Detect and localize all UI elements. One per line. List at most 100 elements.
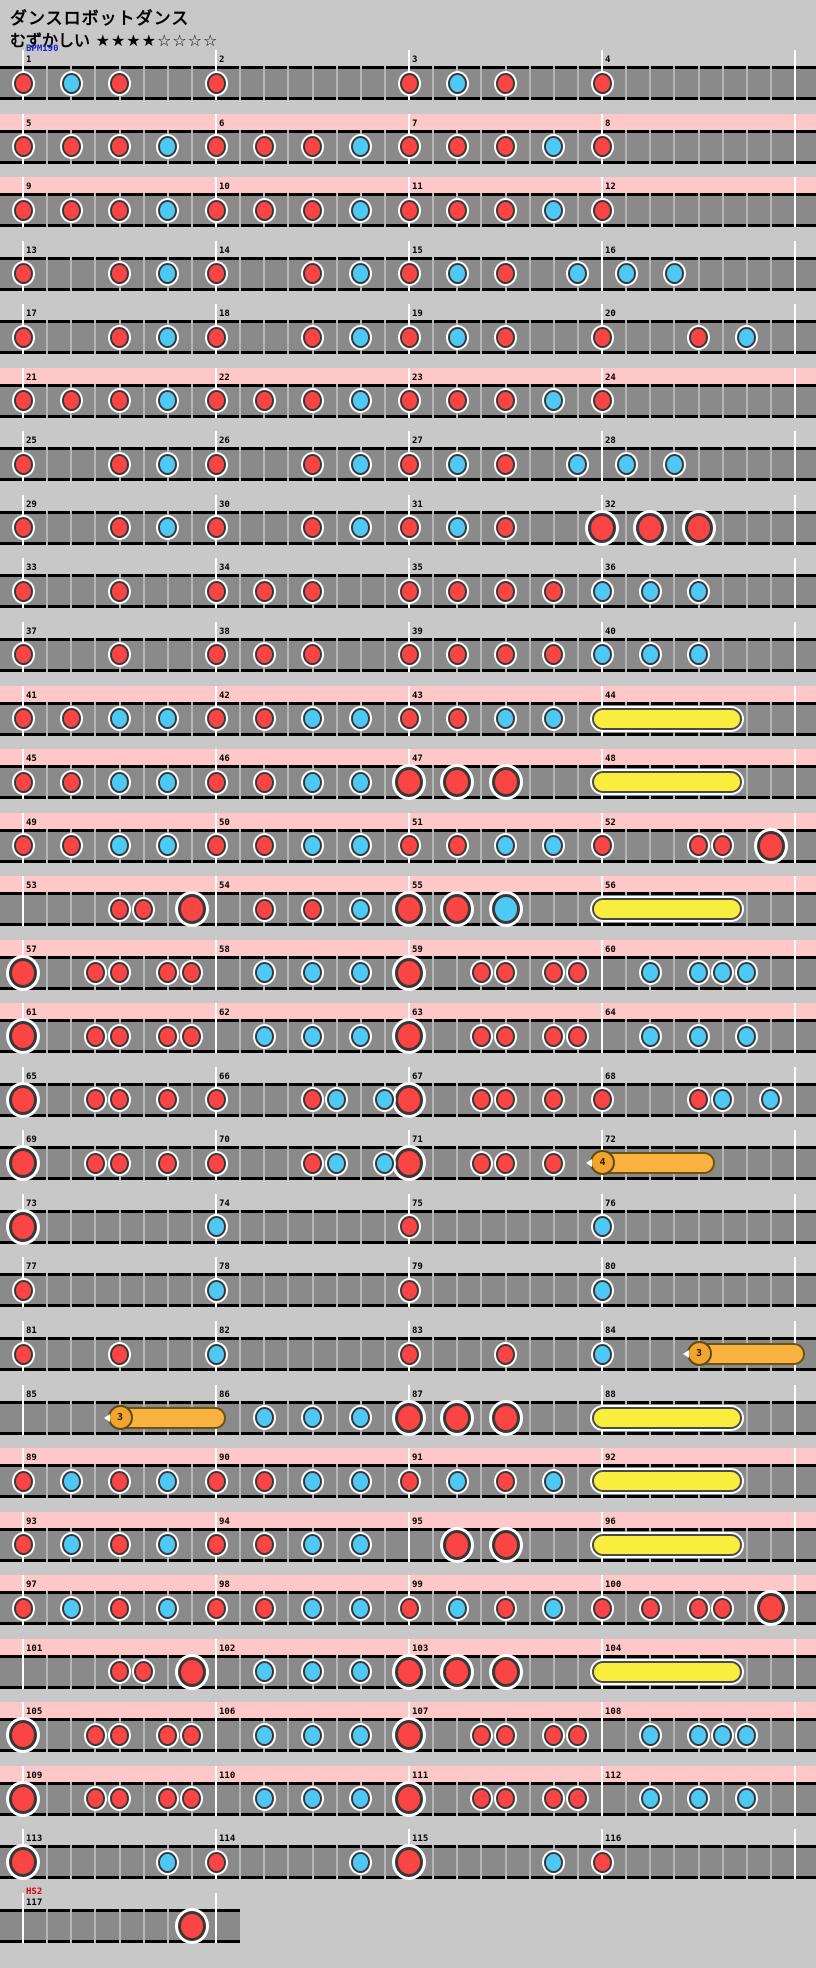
beat-separator bbox=[745, 1464, 748, 1499]
beat-separator bbox=[576, 1209, 579, 1244]
beat-separator bbox=[576, 892, 579, 927]
ka-note bbox=[351, 326, 371, 348]
beat-separator bbox=[480, 1464, 483, 1499]
beat-separator bbox=[552, 66, 555, 100]
beat-separator bbox=[94, 828, 97, 863]
beat-separator bbox=[70, 637, 73, 672]
measure-number: 8 bbox=[605, 118, 611, 129]
beat-separator bbox=[721, 1019, 724, 1054]
measure-number: 36 bbox=[605, 563, 616, 574]
scroll-speed-label: HS2 bbox=[26, 1886, 43, 1897]
beat-separator bbox=[625, 320, 628, 355]
big-don-note bbox=[9, 1148, 37, 1179]
don-note bbox=[496, 326, 515, 348]
beat-separator bbox=[287, 447, 290, 482]
don-note bbox=[158, 1089, 178, 1111]
measure-number: 29 bbox=[26, 499, 37, 510]
beat-separator bbox=[649, 383, 652, 418]
drumroll-note bbox=[592, 771, 742, 794]
beat-separator bbox=[552, 1527, 555, 1562]
beat-separator bbox=[383, 955, 386, 990]
beat-separator bbox=[190, 701, 193, 736]
beat-separator bbox=[528, 1718, 531, 1753]
beat-separator bbox=[673, 1591, 676, 1626]
beat-separator bbox=[118, 1845, 121, 1880]
beat-separator bbox=[142, 1527, 145, 1562]
don-note bbox=[254, 580, 274, 602]
chart-row-6: 21 22 23 24 bbox=[0, 367, 816, 432]
big-don-note bbox=[395, 1847, 423, 1878]
don-note bbox=[568, 1788, 588, 1810]
beat-separator bbox=[432, 66, 435, 100]
beat-separator bbox=[432, 510, 435, 545]
big-don-note bbox=[756, 1593, 785, 1624]
don-note bbox=[134, 1661, 154, 1683]
beat-separator bbox=[46, 1718, 49, 1753]
don-note bbox=[110, 1470, 129, 1492]
beat-separator bbox=[769, 1845, 772, 1880]
measure-line bbox=[22, 1638, 24, 1689]
measure-line bbox=[794, 685, 796, 736]
ka-note bbox=[303, 835, 322, 857]
ka-note bbox=[447, 1470, 467, 1492]
beat-separator bbox=[504, 1273, 507, 1308]
don-note bbox=[568, 1724, 588, 1746]
don-note bbox=[399, 1597, 419, 1619]
beat-separator bbox=[697, 1209, 700, 1244]
beat-separator bbox=[745, 510, 748, 545]
beat-separator bbox=[649, 828, 652, 863]
measure-number: 81 bbox=[26, 1326, 37, 1336]
beat-separator bbox=[94, 320, 97, 355]
beat-separator bbox=[673, 1209, 676, 1244]
beat-separator bbox=[190, 510, 193, 545]
measure-number: 72 bbox=[605, 1135, 616, 1146]
beat-separator bbox=[287, 66, 290, 100]
beat-separator bbox=[239, 510, 242, 545]
don-note bbox=[110, 1724, 129, 1746]
measure-line bbox=[794, 1511, 796, 1562]
beat-separator bbox=[287, 1781, 290, 1816]
big-don-note bbox=[491, 1402, 520, 1433]
beat-separator bbox=[721, 510, 724, 545]
beat-separator bbox=[335, 701, 338, 736]
don-note bbox=[110, 1343, 129, 1365]
measure-number: 17 bbox=[26, 309, 37, 320]
don-note bbox=[496, 390, 515, 412]
big-don-note bbox=[9, 1084, 37, 1115]
big-don-note bbox=[443, 1402, 472, 1433]
don-note bbox=[496, 1788, 515, 1810]
don-note bbox=[13, 644, 33, 666]
beat-separator bbox=[576, 1464, 579, 1499]
chart-row-23: 89 90 91 92 bbox=[0, 1448, 816, 1512]
beat-separator bbox=[528, 892, 531, 927]
beat-separator bbox=[480, 574, 483, 609]
measure-line bbox=[794, 621, 796, 672]
don-note bbox=[85, 1025, 105, 1047]
beat-separator bbox=[142, 1209, 145, 1244]
chart-row-20: 77 78 79 80 bbox=[0, 1257, 816, 1321]
don-note bbox=[496, 199, 515, 221]
beat-separator bbox=[769, 129, 772, 164]
beat-separator bbox=[46, 955, 49, 990]
beat-separator bbox=[142, 1464, 145, 1499]
beat-separator bbox=[142, 256, 145, 291]
big-ka-note bbox=[491, 894, 520, 925]
ka-note bbox=[110, 708, 129, 729]
beat-separator bbox=[552, 1337, 555, 1371]
beat-separator bbox=[263, 1146, 266, 1181]
beat-separator bbox=[649, 256, 652, 291]
measure-number: 104 bbox=[605, 1643, 622, 1654]
measure-number: 115 bbox=[412, 1834, 429, 1845]
ka-note bbox=[664, 263, 684, 285]
beat-separator bbox=[359, 574, 362, 609]
don-note bbox=[206, 517, 226, 539]
don-note bbox=[110, 1597, 129, 1619]
beat-separator bbox=[383, 1337, 386, 1371]
ka-note bbox=[375, 1152, 395, 1174]
beat-separator bbox=[335, 828, 338, 863]
beat-separator bbox=[118, 1209, 121, 1244]
ka-note bbox=[640, 1724, 660, 1746]
beat-separator bbox=[190, 1146, 193, 1181]
don-note bbox=[13, 136, 33, 158]
beat-separator bbox=[673, 193, 676, 228]
